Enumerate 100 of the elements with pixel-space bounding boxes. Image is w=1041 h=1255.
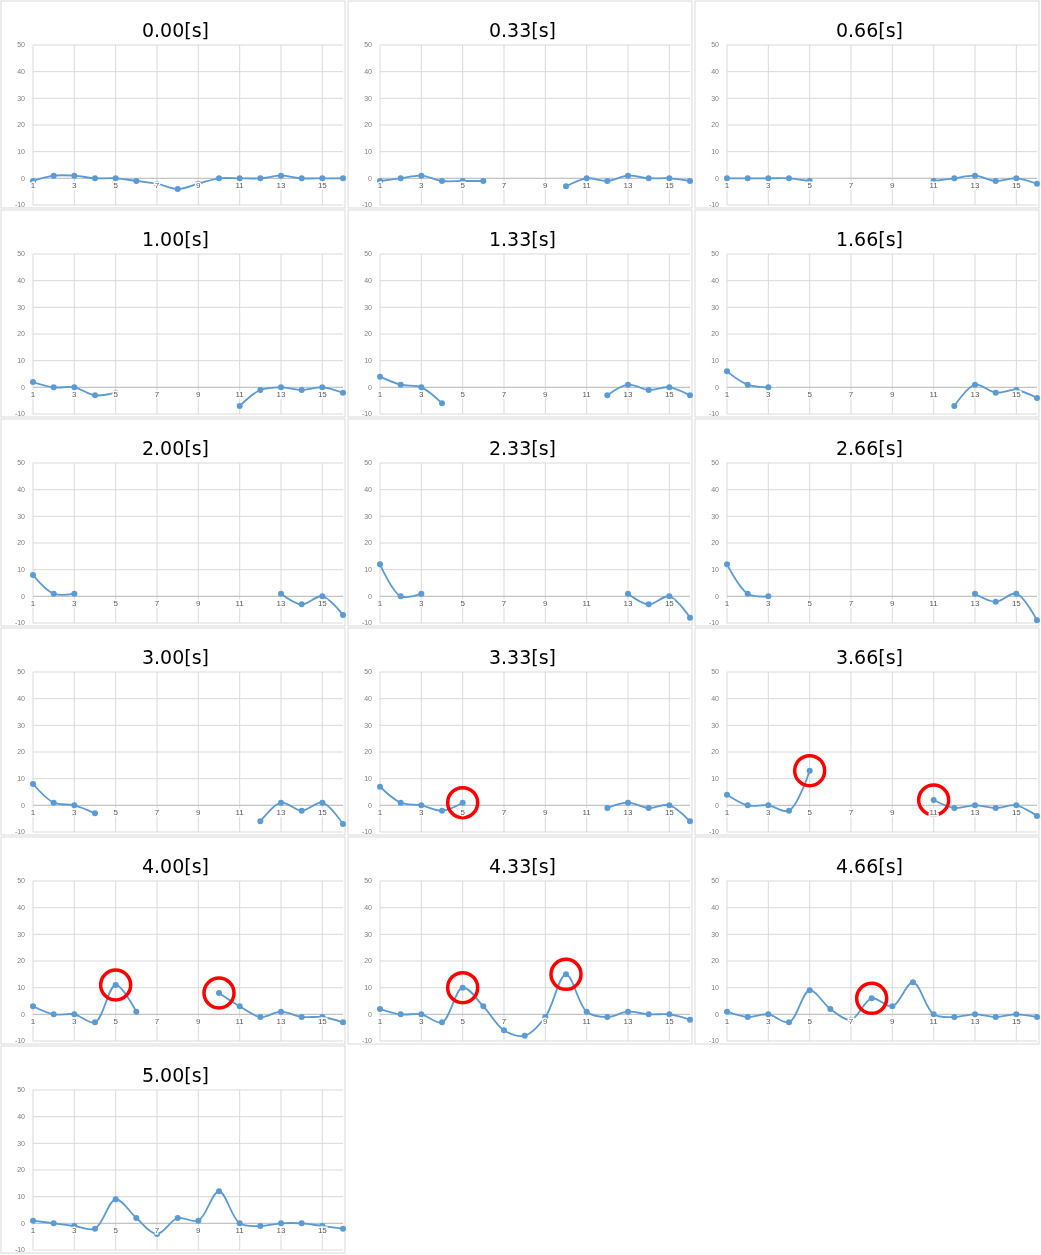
point — [112, 175, 119, 182]
point — [71, 802, 78, 809]
point — [459, 799, 466, 806]
x-tick-label: 1 — [724, 181, 730, 191]
x-tick-label: 1 — [377, 390, 383, 400]
x-tick-label: 15 — [317, 390, 328, 400]
x-tick-label: 5 — [113, 1017, 119, 1027]
x-tick-label: 3 — [419, 599, 425, 609]
point — [319, 593, 326, 600]
point — [92, 175, 98, 182]
point — [340, 821, 346, 827]
point — [765, 1011, 772, 1018]
point — [604, 1014, 611, 1020]
point — [972, 802, 978, 809]
x-tick-label: 9 — [543, 390, 549, 400]
point — [418, 384, 425, 391]
point — [71, 590, 78, 597]
x-tick-label: 15 — [317, 599, 328, 609]
point — [278, 799, 284, 806]
x-tick-label: 13 — [623, 1017, 633, 1027]
x-tick-label: 1 — [30, 181, 36, 191]
point — [112, 982, 119, 988]
chart-title: 1.00[s] — [141, 228, 210, 250]
x-tick-label: 7 — [848, 808, 854, 818]
x-tick-label: 9 — [196, 1226, 202, 1236]
point — [397, 1011, 404, 1018]
point — [992, 598, 999, 605]
point — [257, 387, 264, 393]
x-tick-label: 1 — [377, 808, 383, 818]
x-tick-label: 13 — [970, 808, 980, 818]
x-tick-label: 13 — [276, 1226, 286, 1236]
x-tick-label: 7 — [848, 181, 854, 191]
point — [30, 1217, 36, 1224]
chart-title: 2.66[s] — [835, 437, 904, 459]
point — [951, 175, 958, 182]
point — [195, 1217, 202, 1224]
x-tick-label: 9 — [543, 599, 549, 609]
point — [50, 1011, 57, 1018]
x-tick-label: 3 — [419, 181, 425, 191]
point — [71, 1011, 78, 1018]
x-tick-label: 11 — [929, 808, 939, 818]
x-tick-label: 11 — [235, 1017, 245, 1027]
point — [786, 807, 792, 814]
x-tick-label: 7 — [848, 1017, 854, 1027]
point — [445, 785, 480, 820]
point — [340, 389, 346, 396]
point — [397, 593, 404, 600]
x-tick-label: 5 — [113, 390, 119, 400]
x-tick-label: 11 — [582, 808, 592, 818]
x-tick-label: 7 — [154, 1017, 160, 1027]
x-tick-label: 7 — [501, 599, 507, 609]
point — [910, 979, 916, 986]
point — [992, 389, 999, 396]
point — [1013, 175, 1020, 182]
x-tick-label: 7 — [154, 808, 160, 818]
point — [724, 175, 730, 182]
point — [765, 175, 772, 182]
point — [744, 381, 751, 388]
point — [298, 601, 305, 608]
point — [377, 373, 383, 380]
point — [216, 1188, 222, 1195]
point — [133, 178, 140, 184]
x-tick-label: 9 — [890, 1017, 896, 1027]
point — [30, 572, 36, 578]
point — [92, 1019, 98, 1026]
x-tick-label: 7 — [154, 181, 160, 191]
x-tick-label: 11 — [235, 599, 245, 609]
x-tick-label: 15 — [664, 1017, 675, 1027]
x-tick-label: 1 — [724, 808, 730, 818]
x-tick-label: 1 — [724, 1017, 730, 1027]
x-tick-label: 1 — [377, 181, 383, 191]
point — [604, 805, 611, 811]
point — [418, 590, 425, 597]
chart-title: 1.33[s] — [488, 228, 557, 250]
chart-title: 3.00[s] — [141, 646, 210, 668]
x-tick-label: 15 — [317, 808, 328, 818]
x-tick-label: 3 — [766, 599, 772, 609]
point — [278, 1008, 284, 1015]
point — [687, 818, 693, 825]
x-tick-label: 9 — [890, 599, 896, 609]
x-tick-label: 7 — [501, 390, 507, 400]
point — [666, 1011, 673, 1018]
chart-title: 3.66[s] — [835, 646, 904, 668]
x-tick-label: 1 — [30, 1017, 36, 1027]
point — [666, 175, 673, 182]
point — [319, 384, 326, 391]
x-tick-label: 7 — [501, 181, 507, 191]
point — [257, 1223, 264, 1229]
point — [521, 1032, 528, 1039]
x-tick-label: 11 — [235, 181, 245, 191]
point — [257, 818, 264, 825]
x-tick-label: 1 — [724, 599, 730, 609]
point — [298, 387, 305, 393]
x-tick-label: 3 — [72, 1017, 78, 1027]
x-tick-label: 13 — [276, 808, 286, 818]
x-tick-label: 11 — [929, 390, 939, 400]
x-tick-label: 1 — [30, 390, 36, 400]
point — [645, 1011, 652, 1018]
x-tick-label: 5 — [460, 390, 466, 400]
point — [278, 1220, 284, 1227]
